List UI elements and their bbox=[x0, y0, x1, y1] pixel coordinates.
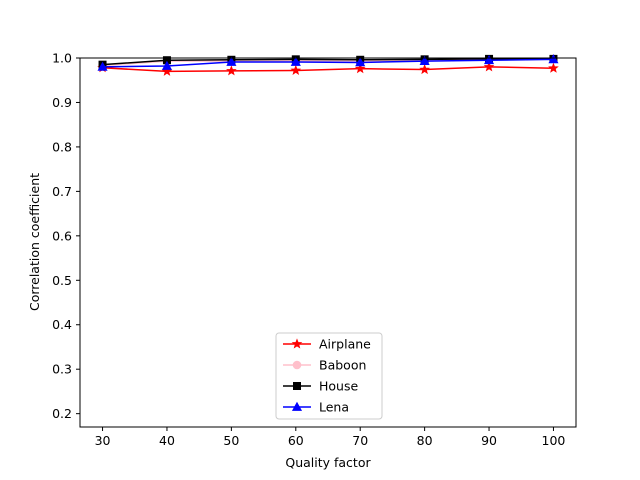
legend-marker bbox=[291, 401, 303, 411]
y-tick-label: 1.0 bbox=[52, 51, 72, 66]
series-line-lena bbox=[102, 58, 554, 68]
series-layer bbox=[97, 54, 559, 76]
legend-item-airplane: Airplane bbox=[283, 337, 371, 352]
y-tick-label: 0.4 bbox=[52, 317, 72, 332]
axes-layer: 30 40 50 60 70 80 90 100 0.2 0.3 0.4 0.5 0.6 0.7 0.8 0.… bbox=[52, 51, 577, 448]
data-point-lena bbox=[290, 56, 301, 66]
legend-label: Lena bbox=[319, 400, 349, 415]
data-point-airplane bbox=[548, 62, 559, 73]
x-tick-label: 90 bbox=[481, 433, 497, 448]
data-point-airplane bbox=[354, 63, 366, 74]
data-point-lena bbox=[226, 56, 237, 66]
x-tick-label: 60 bbox=[288, 433, 304, 448]
data-point-airplane bbox=[161, 65, 173, 76]
data-point-lena bbox=[355, 57, 366, 67]
x-axis-label: Quality factor bbox=[285, 455, 371, 470]
legend-marker bbox=[293, 382, 301, 390]
data-point-airplane bbox=[419, 63, 430, 75]
data-point-lena bbox=[161, 60, 173, 70]
legend-item-house: House bbox=[283, 379, 358, 394]
x-tick-label: 40 bbox=[159, 433, 175, 448]
y-axis-label: Correlation coefficient bbox=[27, 173, 42, 311]
data-point-airplane bbox=[483, 61, 495, 72]
y-tick-label: 0.9 bbox=[52, 95, 72, 110]
y-tick-label: 0.3 bbox=[52, 362, 72, 377]
x-tick-label: 50 bbox=[223, 433, 239, 448]
data-point-lena bbox=[419, 55, 430, 65]
data-point-lena bbox=[483, 54, 495, 65]
x-tick-label: 100 bbox=[542, 433, 566, 448]
x-tick-label: 70 bbox=[352, 433, 368, 448]
axes-frame bbox=[79, 57, 577, 428]
series-lena bbox=[97, 54, 559, 71]
legend-box bbox=[275, 332, 383, 420]
legend-marker bbox=[291, 338, 303, 349]
y-tick-label: 0.7 bbox=[52, 184, 72, 199]
data-point-airplane bbox=[226, 65, 237, 76]
y-tick-label: 0.8 bbox=[52, 139, 72, 154]
series-line-airplane bbox=[102, 66, 554, 73]
y-tick-label: 0.6 bbox=[52, 228, 72, 243]
legend-item-lena: Lena bbox=[283, 400, 349, 415]
data-point-lena bbox=[548, 54, 559, 64]
legend-label: Airplane bbox=[319, 337, 371, 352]
x-tick-label: 80 bbox=[417, 433, 433, 448]
legend-marker bbox=[292, 360, 302, 370]
series-line-house bbox=[102, 58, 554, 66]
x-tick-label: 30 bbox=[95, 433, 111, 448]
legend-item-baboon: Baboon bbox=[283, 358, 366, 373]
y-tick-label: 0.2 bbox=[52, 406, 72, 421]
y-tick-label: 0.5 bbox=[52, 273, 72, 288]
legend: Airplane Baboon House Lena bbox=[275, 332, 383, 420]
data-point-airplane bbox=[290, 64, 302, 75]
legend-label: House bbox=[319, 379, 358, 394]
data-point-lena bbox=[97, 61, 108, 71]
legend-label: Baboon bbox=[319, 358, 366, 373]
